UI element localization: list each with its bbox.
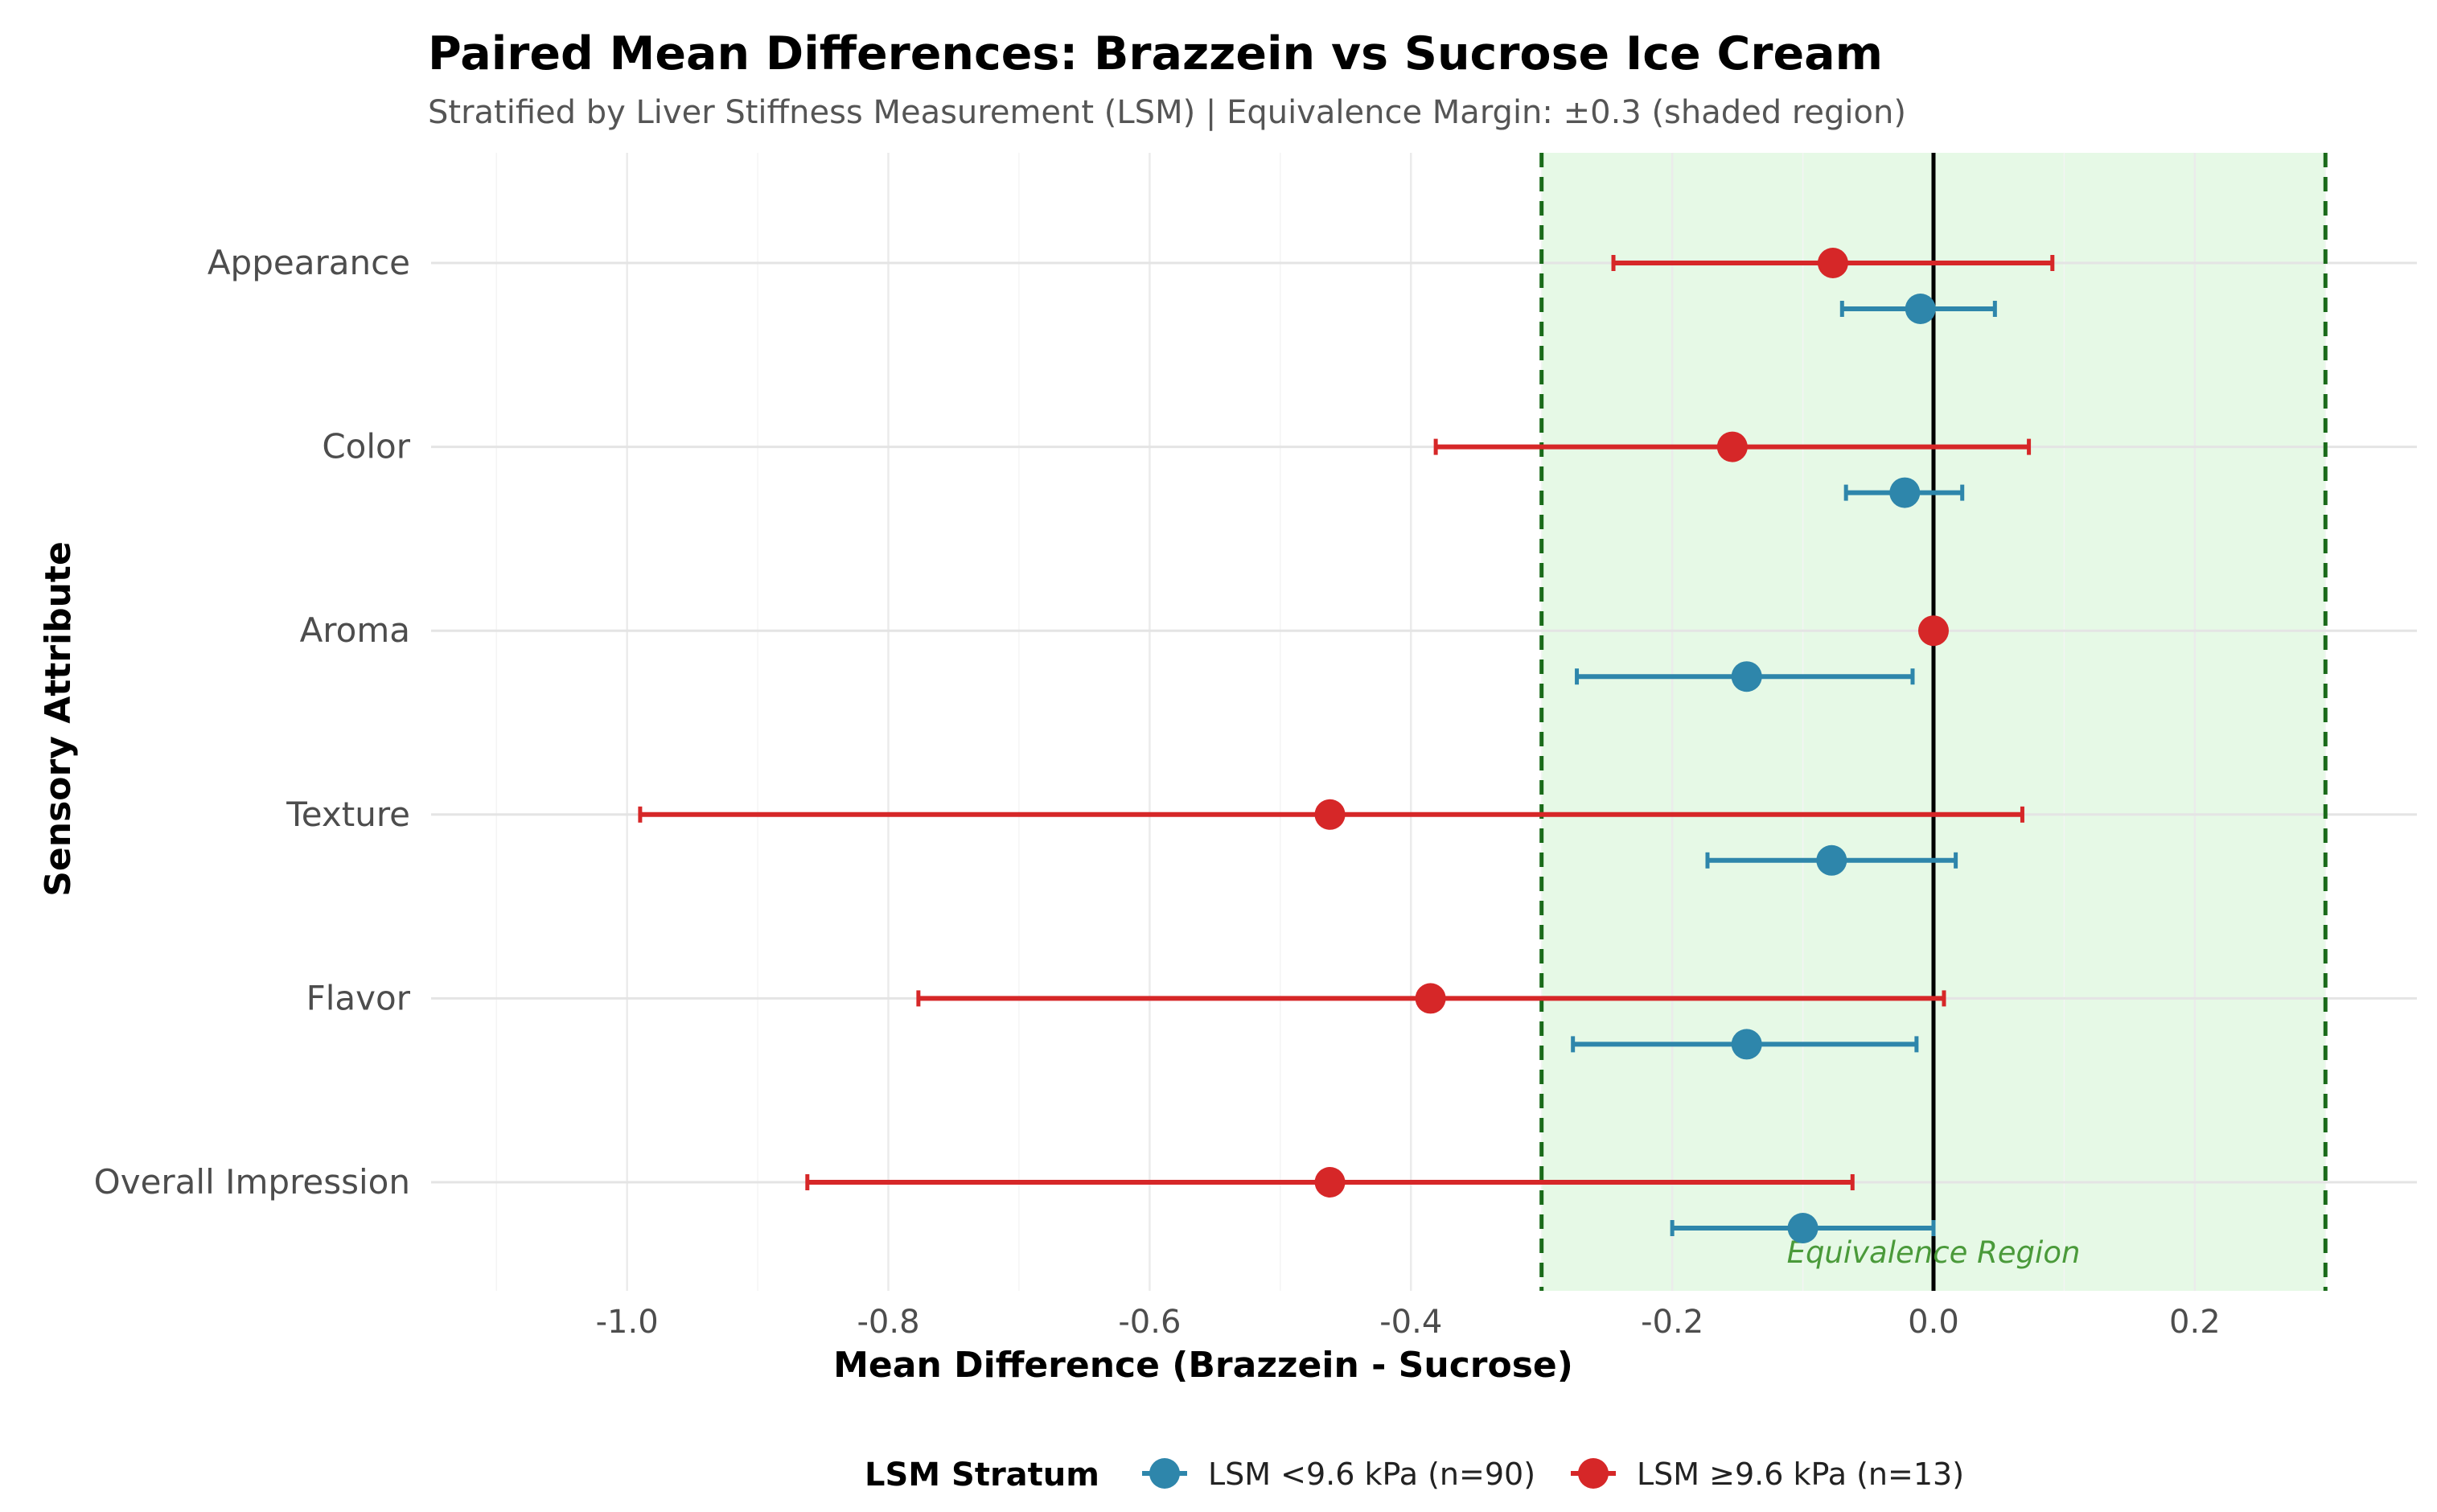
x-axis-label: Mean Difference (Brazzein - Sucrose) bbox=[833, 1345, 1573, 1386]
x-tick-label: -0.2 bbox=[1641, 1304, 1703, 1341]
mean-point bbox=[1731, 1029, 1762, 1060]
mean-point bbox=[1816, 844, 1847, 876]
y-tick-label: Overall Impression bbox=[94, 1162, 410, 1202]
mean-point bbox=[1716, 431, 1748, 462]
mean-point bbox=[1889, 477, 1921, 508]
legend-item: LSM ≥9.6 kPa (n=13) bbox=[1571, 1457, 1964, 1492]
y-tick-label: Texture bbox=[286, 795, 410, 834]
x-tick-label: -1.0 bbox=[596, 1304, 659, 1341]
y-tick-label: Flavor bbox=[306, 978, 411, 1017]
y-tick-label: Aroma bbox=[300, 610, 410, 650]
plot-area: Appearance Color Aroma Texture Flavor Overall… bbox=[94, 153, 2417, 1341]
legend-label: LSM <9.6 kPa (n=90) bbox=[1208, 1457, 1535, 1492]
legend: LSM Stratum LSM <9.6 kPa (n=90) LSM ≥9.6 … bbox=[865, 1457, 1964, 1494]
chart-title: Paired Mean Differences: Brazzein vs Suc… bbox=[428, 27, 1883, 80]
mean-point bbox=[1817, 248, 1848, 278]
legend-marker bbox=[1149, 1458, 1180, 1489]
mean-point bbox=[1314, 799, 1346, 830]
x-tick-label: -0.8 bbox=[857, 1304, 919, 1341]
x-tick-label: 0.2 bbox=[2169, 1304, 2221, 1341]
mean-point bbox=[1917, 615, 1949, 647]
x-tick-label: -0.6 bbox=[1118, 1304, 1181, 1341]
mean-point bbox=[1731, 661, 1762, 692]
x-tick-label: 0.0 bbox=[1908, 1304, 1959, 1341]
mean-point bbox=[1787, 1213, 1819, 1243]
legend-item: LSM <9.6 kPa (n=90) bbox=[1142, 1457, 1535, 1492]
x-tick-label: -0.4 bbox=[1379, 1304, 1442, 1341]
y-tick-label: Appearance bbox=[208, 243, 410, 282]
mean-point bbox=[1905, 294, 1936, 324]
equivalence-region-label: Equivalence Region bbox=[1787, 1235, 2081, 1270]
mean-point bbox=[1314, 1167, 1346, 1198]
legend-title: LSM Stratum bbox=[865, 1457, 1099, 1494]
legend-label: LSM ≥9.6 kPa (n=13) bbox=[1637, 1457, 1964, 1492]
y-tick-label: Color bbox=[322, 427, 410, 466]
legend-marker bbox=[1578, 1458, 1609, 1489]
y-axis-label: Sensory Attribute bbox=[38, 541, 79, 897]
mean-point bbox=[1415, 983, 1446, 1014]
chart-subtitle: Stratified by Liver Stiffness Measuremen… bbox=[428, 94, 1906, 131]
